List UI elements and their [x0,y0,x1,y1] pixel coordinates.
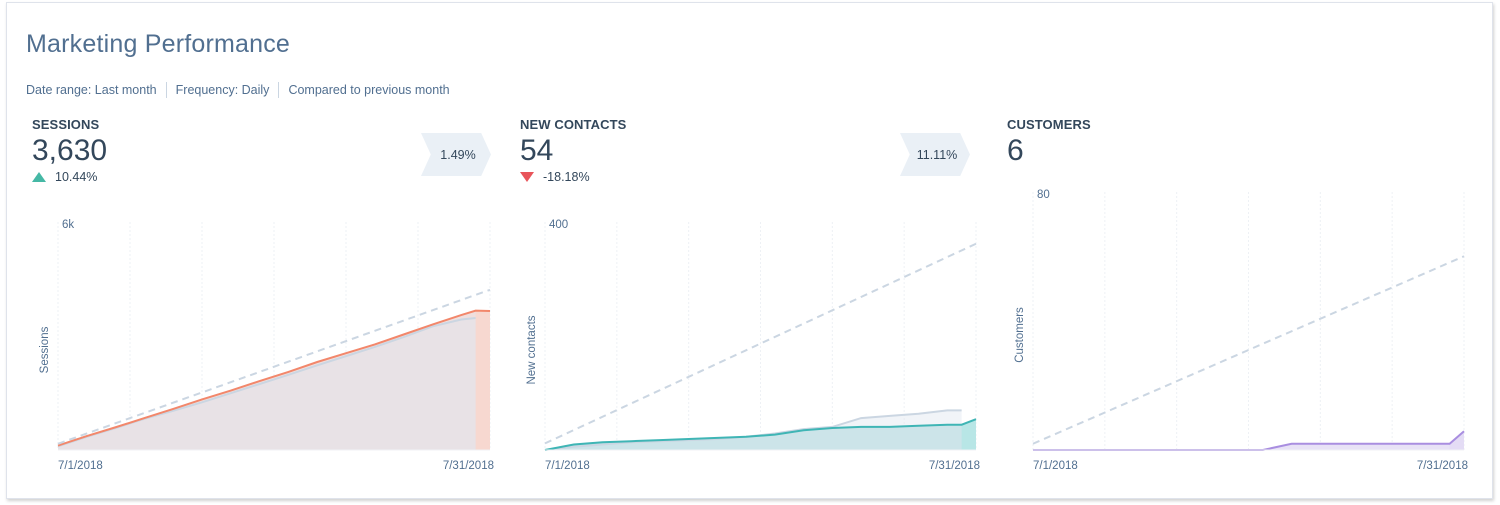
kpi-delta-value: -18.18% [543,170,590,184]
y-axis-label: Sessions [39,326,51,373]
kpi-value: 54 [520,134,554,167]
conversion-rate-callout: 11.11% [900,133,970,176]
conversion-rate-callout: 1.49% [421,133,491,176]
kpi-customers: CUSTOMERS 6 [1007,117,1091,168]
x-axis-start-label: 7/1/2018 [58,460,103,472]
kpi-delta: 10.44% [32,170,107,184]
y-axis-max-label: 400 [549,219,568,231]
current-period-area [961,419,976,450]
x-axis-start-label: 7/1/2018 [1033,460,1078,472]
x-axis-start-label: 7/1/2018 [545,460,590,472]
y-axis-max-label: 6k [62,219,74,231]
kpi-sessions: SESSIONS 3,630 10.44% [32,117,107,184]
sessions-chart[interactable]: 6k Sessions 7/1/2018 7/31/2018 [39,219,494,472]
x-axis-end-label: 7/31/2018 [1417,460,1468,472]
comparison-area [545,410,962,450]
current-period-area [1449,431,1464,450]
kpi-delta: -18.18% [520,170,626,184]
new-contacts-chart[interactable]: 400 New contacts 7/1/2018 7/31/2018 [526,219,980,472]
filter-bar: Date range: Last month Frequency: Daily … [26,82,450,98]
kpi-new-contacts: NEW CONTACTS 54 -18.18% [520,117,626,184]
trend-up-icon [32,172,46,182]
series-line [57,309,491,447]
y-axis-label: New contacts [526,315,538,384]
customers-chart[interactable]: 80 Customers 7/1/2018 7/31/2018 [1014,189,1468,472]
divider [165,82,167,98]
kpi-label: CUSTOMERS [1007,117,1091,132]
kpi-delta-value: 10.44% [55,170,98,184]
y-axis-max-label: 80 [1037,189,1050,201]
goal-line [1032,255,1465,445]
series-area [1033,431,1464,450]
x-axis-end-label: 7/31/2018 [929,460,980,472]
goal-line [57,288,491,445]
kpi-value: 6 [1007,134,1024,167]
comparison-area [58,318,476,450]
kpi-label: SESSIONS [32,117,100,132]
filter-frequency[interactable]: Frequency: Daily [175,83,270,97]
kpi-label: NEW CONTACTS [520,117,627,132]
page-title: Marketing Performance [26,30,291,58]
filter-comparison[interactable]: Compared to previous month [288,83,450,97]
filter-date-range[interactable]: Date range: Last month [26,83,157,97]
x-axis-end-label: 7/31/2018 [443,460,494,472]
kpi-value: 3,630 [32,134,108,167]
y-axis-label: Customers [1014,307,1026,363]
current-period-area [475,310,490,450]
trend-down-icon [520,172,534,182]
divider [278,82,280,98]
series-line [544,418,977,451]
